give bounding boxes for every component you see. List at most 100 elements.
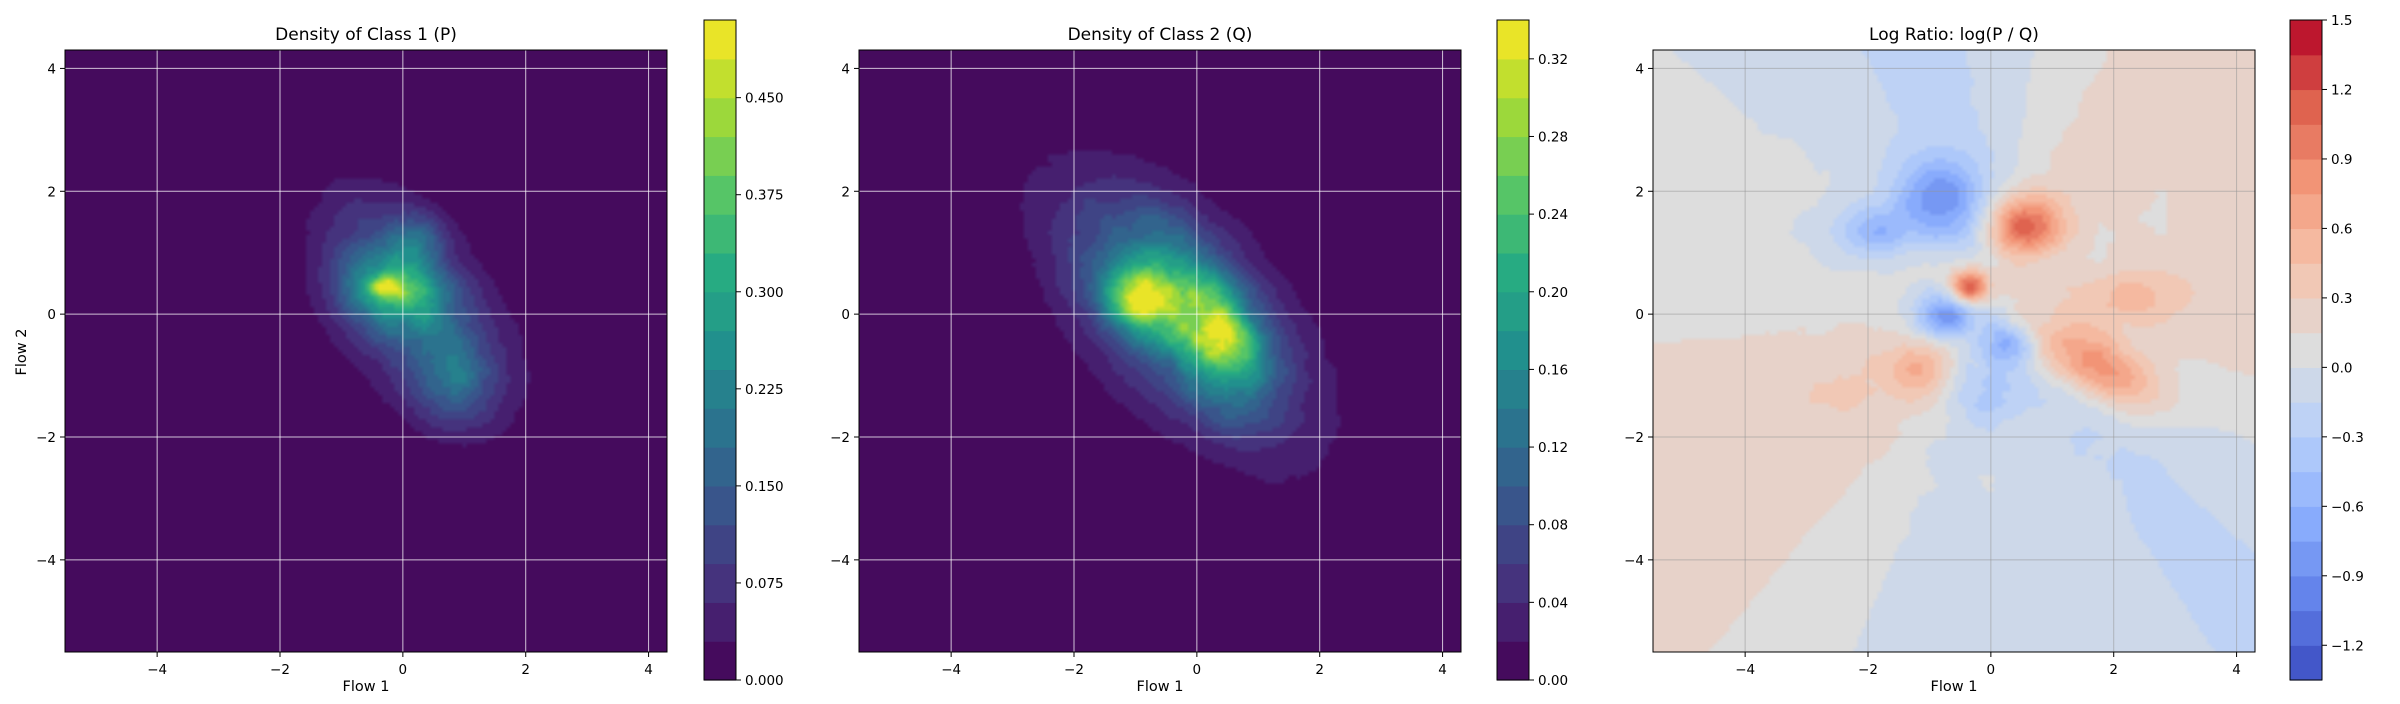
colorbar-level <box>2290 89 2322 125</box>
colorbar-tick-label: 0.150 <box>745 479 784 495</box>
colorbar-level <box>1497 175 1529 215</box>
density-heatmap <box>65 50 667 652</box>
x-tick-label: 4 <box>2232 662 2241 678</box>
colorbar-level <box>1497 602 1529 642</box>
colorbar-level <box>704 408 736 448</box>
chart-title: Density of Class 1 (P) <box>275 25 457 45</box>
colorbar-level <box>2290 297 2322 334</box>
x-axis-label: Flow 1 <box>1931 679 1978 695</box>
colorbar-tick-label: 1.2 <box>2331 82 2352 98</box>
colorbar-level <box>704 175 736 215</box>
colorbar-tick-label: −0.3 <box>2331 430 2364 446</box>
y-axis-label: Flow 2 <box>14 329 30 376</box>
plot-area: −4 −2 0 2 4 −4 −2 0 2 4 <box>830 49 1462 678</box>
colorbar-level <box>704 447 736 487</box>
colorbar-level <box>2290 124 2322 160</box>
colorbar-level <box>1497 252 1529 293</box>
colorbar-tick-label: 0.16 <box>1538 362 1568 378</box>
colorbar-level <box>2290 645 2322 681</box>
colorbar-tick-label: −0.9 <box>2331 569 2364 585</box>
colorbar-tick-label: 0.08 <box>1538 518 1568 534</box>
colorbar-level <box>2290 228 2322 264</box>
plot-area: −4 −2 0 2 4 −4 −2 0 2 4 <box>1624 49 2256 678</box>
colorbar-level <box>704 563 736 603</box>
y-tick-label: −4 <box>36 553 56 569</box>
colorbar-level <box>1497 485 1529 526</box>
x-axis-label: Flow 1 <box>1137 679 1184 695</box>
colorbar-level <box>1497 58 1529 99</box>
chart-panel-class1-density: Density of Class 1 (P) −4 −2 0 2 4 −4 −2 0 2 4 Fl… <box>14 19 784 695</box>
colorbar-tick-label: 0.24 <box>1538 207 1568 223</box>
colorbar: −1.2 −0.9 −0.6 −0.3 0.0 0.3 0.6 0.9 1.2 1.5 <box>2289 13 2364 681</box>
colorbar-tick-label: 0.000 <box>745 673 784 689</box>
colorbar-tick-label: 0.375 <box>745 188 784 204</box>
colorbar-tick-label: 0.225 <box>745 382 784 398</box>
colorbar-level <box>2290 610 2322 646</box>
x-tick-label: −2 <box>1064 662 1084 678</box>
colorbar-frame <box>2289 19 2323 681</box>
colorbar-level <box>2290 436 2322 473</box>
y-tick-label: −2 <box>830 430 850 446</box>
x-tick-label: −4 <box>941 662 961 678</box>
x-tick-label: −4 <box>147 662 167 678</box>
colorbar-tick-label: 0.32 <box>1538 52 1568 68</box>
colorbar-level <box>2290 575 2322 612</box>
x-tick-label: 4 <box>1438 662 1447 678</box>
colorbar: 0.00 0.04 0.08 0.12 0.16 0.20 0.24 0.28 0.32 <box>1496 19 1568 689</box>
density-heatmap <box>1653 50 2255 652</box>
colorbar-level <box>704 485 736 526</box>
plot-frame <box>1652 49 2256 653</box>
colorbar-level <box>704 291 736 332</box>
plot-area: −4 −2 0 2 4 −4 −2 0 2 4 <box>36 49 668 678</box>
colorbar-level <box>1497 136 1529 176</box>
colorbar-level <box>1497 524 1529 565</box>
x-tick-label: 2 <box>1315 662 1324 678</box>
y-tick-label: 4 <box>1635 61 1644 77</box>
colorbar-level <box>1497 330 1529 371</box>
colorbar-level <box>1497 408 1529 448</box>
x-tick-label: −2 <box>1858 662 1878 678</box>
colorbar-tick-label: 1.5 <box>2331 13 2352 29</box>
colorbar-tick-label: 0.04 <box>1538 595 1568 611</box>
colorbar-level <box>1497 563 1529 603</box>
x-tick-label: 4 <box>644 662 653 678</box>
x-tick-label: 0 <box>1193 662 1202 678</box>
colorbar-tick-label: −1.2 <box>2331 638 2364 654</box>
colorbar-frame <box>1496 19 1530 681</box>
colorbar-level <box>704 136 736 176</box>
y-tick-label: −2 <box>1624 430 1644 446</box>
colorbar-level <box>2290 332 2322 368</box>
colorbar-level <box>704 20 736 60</box>
y-tick-label: 0 <box>841 307 850 323</box>
colorbar-level <box>2290 158 2322 195</box>
colorbar-level <box>704 330 736 371</box>
colorbar-tick-label: 0.20 <box>1538 285 1568 301</box>
colorbar-level <box>704 602 736 642</box>
colorbar-level <box>704 524 736 565</box>
plot-frame <box>64 49 668 653</box>
chart-panel-log-ratio: Log Ratio: log(P / Q) −4 −2 0 2 4 −4 −2 0 2 4 Flo… <box>1624 13 2364 695</box>
chart-title: Log Ratio: log(P / Q) <box>1869 25 2039 45</box>
colorbar-tick-label: 0.075 <box>745 576 784 592</box>
chart-panel-class2-density: Density of Class 2 (Q) −4 −2 0 2 4 −4 −2 0 2 4 Fl… <box>830 19 1568 695</box>
colorbar-level <box>2290 263 2322 299</box>
y-tick-label: −4 <box>830 553 850 569</box>
y-tick-label: −4 <box>1624 553 1644 569</box>
x-axis-label: Flow 1 <box>343 679 390 695</box>
colorbar-level <box>2290 541 2322 577</box>
colorbar-level <box>704 369 736 409</box>
colorbar-tick-label: 0.450 <box>745 91 784 107</box>
colorbar-level <box>1497 291 1529 332</box>
colorbar-frame <box>703 19 737 681</box>
y-tick-label: 2 <box>841 184 850 200</box>
x-tick-label: −4 <box>1735 662 1755 678</box>
colorbar-level <box>704 58 736 99</box>
colorbar-level <box>2290 506 2322 542</box>
y-tick-label: 2 <box>47 184 56 200</box>
colorbar-level <box>1497 447 1529 487</box>
y-tick-label: 0 <box>1635 307 1644 323</box>
colorbar-tick-label: 0.28 <box>1538 129 1568 145</box>
colorbar-level <box>1497 20 1529 60</box>
